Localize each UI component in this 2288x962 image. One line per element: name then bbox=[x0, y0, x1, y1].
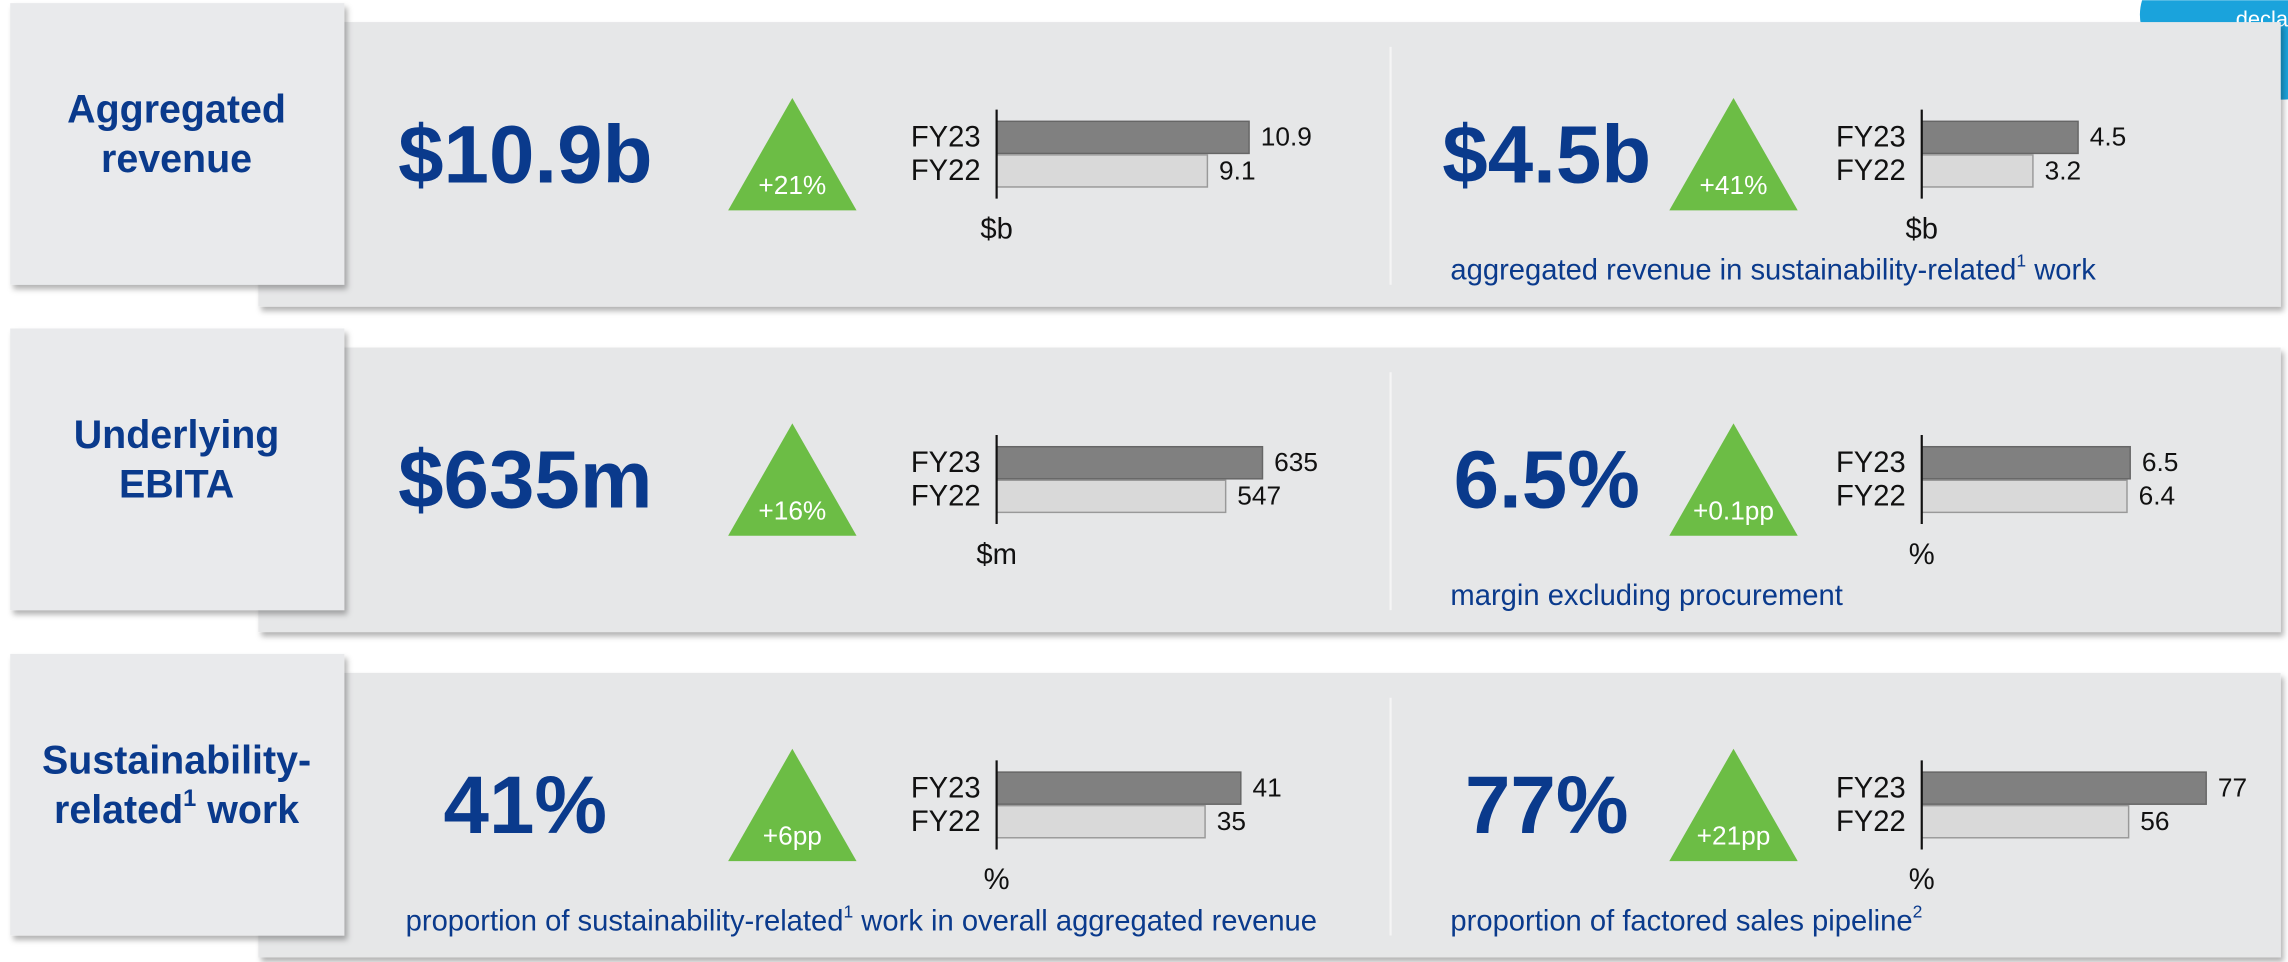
row-label: Aggregated revenue bbox=[67, 88, 286, 182]
bar bbox=[995, 804, 1206, 839]
caption-part: aggregated revenue in sustainability-rel… bbox=[1450, 254, 2016, 286]
row-label-part: work bbox=[196, 788, 299, 832]
headline: 41% bbox=[444, 760, 608, 851]
label-box bbox=[10, 3, 345, 285]
bar-category: FY22 bbox=[1836, 480, 1906, 512]
bar-value: 6.4 bbox=[2139, 481, 2176, 511]
bar bbox=[995, 445, 1264, 480]
change-label: +41% bbox=[1700, 170, 1768, 200]
caption-part: proportion of factored sales pipeline bbox=[1450, 905, 1912, 937]
bar-category: FY23 bbox=[911, 772, 981, 804]
row-label-line: related1 work bbox=[54, 786, 299, 832]
change-triangle bbox=[728, 423, 857, 536]
bar bbox=[1921, 804, 2130, 839]
row-label-line: EBITA bbox=[119, 463, 234, 507]
caption-part: margin excluding procurement bbox=[1450, 580, 1842, 612]
change-triangle bbox=[1669, 97, 1798, 211]
row-label-line: Aggregated bbox=[67, 88, 286, 132]
caption-part: 1 bbox=[843, 901, 853, 921]
caption: margin excluding procurement bbox=[1450, 580, 1842, 612]
label-box bbox=[10, 653, 345, 936]
bar bbox=[995, 120, 1250, 155]
change-label: +6pp bbox=[763, 821, 822, 851]
bar bbox=[1921, 479, 2128, 514]
bar bbox=[1921, 771, 2207, 805]
caption: proportion of factored sales pipeline2 bbox=[1450, 901, 1922, 937]
unit-label: $m bbox=[976, 539, 1017, 571]
bar-value: 41 bbox=[1252, 773, 1281, 803]
bar-value: 635 bbox=[1274, 447, 1318, 477]
bar-value: 6.5 bbox=[2142, 447, 2179, 477]
bar-value: 9.1 bbox=[1219, 155, 1256, 185]
headline: $10.9b bbox=[398, 109, 652, 200]
bar-category: FY22 bbox=[911, 480, 981, 512]
row-label: Underlying EBITA bbox=[74, 413, 280, 507]
caption-part: work in overall aggregated revenue bbox=[853, 905, 1317, 937]
bar bbox=[1921, 445, 2131, 480]
bar-value: 10.9 bbox=[1261, 122, 1312, 152]
headline: 77% bbox=[1465, 760, 1629, 851]
row-label-part: related bbox=[54, 788, 183, 832]
bar-category: FY22 bbox=[911, 155, 981, 187]
bar bbox=[995, 154, 1209, 188]
label-box bbox=[10, 328, 345, 611]
caption: proportion of sustainability-related1 wo… bbox=[406, 901, 1317, 937]
change-label: +21% bbox=[758, 170, 826, 200]
bar bbox=[1921, 120, 2079, 155]
change-label: +0.1pp bbox=[1693, 495, 1774, 525]
change-label: +16% bbox=[758, 495, 826, 525]
bar-value: 547 bbox=[1237, 481, 1281, 511]
bar-category: FY23 bbox=[1836, 772, 1906, 804]
bar-value: 3.2 bbox=[2045, 155, 2082, 185]
change-triangle bbox=[728, 748, 857, 862]
bar-value: 4.5 bbox=[2090, 122, 2127, 152]
caption-part: 1 bbox=[2016, 250, 2026, 270]
bar-category: FY22 bbox=[1836, 155, 1906, 187]
unit-label: $b bbox=[980, 213, 1012, 245]
unit-label: % bbox=[1909, 864, 1935, 896]
bar bbox=[1921, 154, 2034, 188]
caption-part: 2 bbox=[1913, 901, 1923, 921]
headline: 6.5% bbox=[1454, 435, 1640, 526]
caption-part: work bbox=[2026, 254, 2096, 286]
change-triangle bbox=[728, 97, 857, 211]
unit-label: % bbox=[1909, 539, 1935, 571]
bar-category: FY22 bbox=[1836, 806, 1906, 838]
change-label: +21pp bbox=[1697, 821, 1771, 851]
change-triangle bbox=[1669, 423, 1798, 536]
unit-label: $b bbox=[1906, 213, 1938, 245]
headline: $4.5b bbox=[1442, 109, 1651, 200]
bar-category: FY23 bbox=[1836, 122, 1906, 154]
bar bbox=[995, 479, 1227, 514]
row-label: Sustainability-related1 work bbox=[42, 739, 311, 833]
change-triangle bbox=[1669, 748, 1798, 862]
bar bbox=[995, 771, 1242, 805]
row-label-line: Sustainability- bbox=[42, 739, 311, 783]
bar-category: FY23 bbox=[911, 122, 981, 154]
unit-label: % bbox=[984, 864, 1010, 896]
bar-value: 77 bbox=[2218, 773, 2247, 803]
row-label-line: Underlying bbox=[74, 413, 280, 457]
row-label-line: revenue bbox=[101, 138, 252, 182]
caption: aggregated revenue in sustainability-rel… bbox=[1450, 250, 2096, 286]
bar-value: 35 bbox=[1217, 806, 1246, 836]
caption-part: proportion of sustainability-related bbox=[406, 905, 844, 937]
row-label-part: 1 bbox=[183, 786, 196, 812]
bar-category: FY23 bbox=[1836, 447, 1906, 479]
headline: $635m bbox=[398, 435, 652, 526]
bar-category: FY23 bbox=[911, 447, 981, 479]
bar-value: 56 bbox=[2140, 806, 2169, 836]
bar-category: FY22 bbox=[911, 806, 981, 838]
